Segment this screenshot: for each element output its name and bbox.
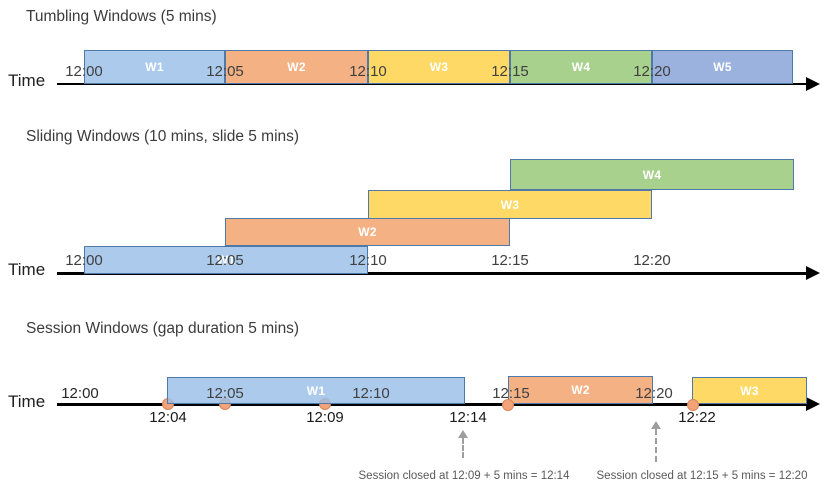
event-dot-1215: [502, 399, 514, 411]
session-close-annotation-2: Session closed at 12:15 + 5 mins = 12:20: [596, 470, 808, 482]
sliding-tick-1210: 12:10: [349, 252, 387, 269]
up-arrowhead-icon: [458, 430, 468, 438]
session-tick-1220: 12:20: [635, 385, 673, 402]
tumbling-window-w4-label: W4: [571, 60, 591, 74]
tumbling-title: Tumbling Windows (5 mins): [26, 8, 217, 25]
sliding-title: Sliding Windows (10 mins, slide 5 mins): [26, 128, 300, 145]
tumbling-window-w2-label: W2: [287, 60, 306, 74]
session-window-w1-label: W1: [306, 383, 326, 398]
dashed-arrow-tail: [655, 429, 657, 462]
session-close-annotation-1: Session closed at 12:09 + 5 mins = 12:14: [358, 470, 570, 482]
tumbling-window-w2: W2: [225, 50, 368, 84]
sliding-window-w4-label: W4: [642, 167, 662, 182]
session-title: Session Windows (gap duration 5 mins): [26, 320, 300, 337]
session-close-up-arrow-icon-2: [651, 421, 661, 462]
session-tick-1215: 12:15: [492, 385, 530, 402]
tumbling-tick-1200: 12:00: [65, 63, 103, 80]
session-axis-line: [57, 403, 807, 406]
tumbling-tick-1215: 12:15: [491, 63, 529, 80]
sliding-axis-arrowhead-icon: [806, 266, 820, 280]
event-label-1214: 12:14: [449, 409, 487, 426]
tumbling-axis-line: [57, 83, 807, 85]
up-arrowhead-icon: [651, 421, 661, 429]
sliding-window-w3-label: W3: [500, 197, 520, 212]
session-window-w2: W2: [508, 376, 653, 404]
tumbling-tick-1210: 12:10: [349, 63, 387, 80]
sliding-time-axis-label: Time: [8, 260, 46, 279]
session-window-w3: W3: [692, 377, 807, 404]
sliding-window-w4: W4: [510, 159, 794, 190]
session-time-axis-label: Time: [8, 392, 46, 411]
sliding-window-w2-label: W2: [358, 225, 377, 239]
sliding-tick-1200: 12:00: [65, 252, 103, 269]
tumbling-window-w1-label: W1: [145, 60, 164, 74]
tumbling-window-w1: W1: [84, 50, 225, 84]
tumbling-time-axis-label: Time: [8, 71, 46, 90]
sliding-window-w1-label: W1: [216, 253, 236, 267]
sliding-tick-1220: 12:20: [633, 252, 671, 269]
sliding-window-w2: W2: [225, 218, 510, 246]
tumbling-window-w3-label: W3: [429, 60, 449, 74]
tumbling-window-w5: W5: [652, 50, 793, 84]
tumbling-window-w4: W4: [510, 50, 652, 84]
session-close-up-arrow-icon-1: [458, 430, 468, 458]
tumbling-window-w3: W3: [368, 50, 510, 84]
sliding-tick-1215: 12:15: [491, 252, 529, 269]
event-label-1222: 12:22: [678, 409, 716, 426]
sliding-window-w3: W3: [368, 190, 652, 219]
session-window-w1: W1: [167, 377, 465, 404]
session-window-w2-label: W2: [571, 383, 590, 397]
session-tick-1200: 12:00: [61, 385, 99, 402]
tumbling-window-w5-label: W5: [713, 60, 732, 74]
session-tick-1205: 12:05: [206, 385, 244, 402]
tumbling-tick-1220: 12:20: [633, 63, 671, 80]
sliding-axis-line: [57, 272, 807, 275]
sliding-window-w1: W1: [84, 246, 368, 274]
session-axis-arrowhead-icon: [806, 397, 820, 411]
sliding-tick-1205: 12:05: [206, 252, 244, 269]
event-dot-1222: [687, 399, 699, 411]
tumbling-tick-1205: 12:05: [206, 63, 244, 80]
dashed-arrow-tail: [462, 438, 464, 458]
tumbling-axis-arrowhead-icon: [806, 77, 820, 91]
session-tick-1210: 12:10: [352, 385, 390, 402]
session-window-w3-label: W3: [740, 383, 759, 398]
event-label-1209: 12:09: [306, 409, 344, 426]
event-label-1204: 12:04: [149, 409, 187, 426]
